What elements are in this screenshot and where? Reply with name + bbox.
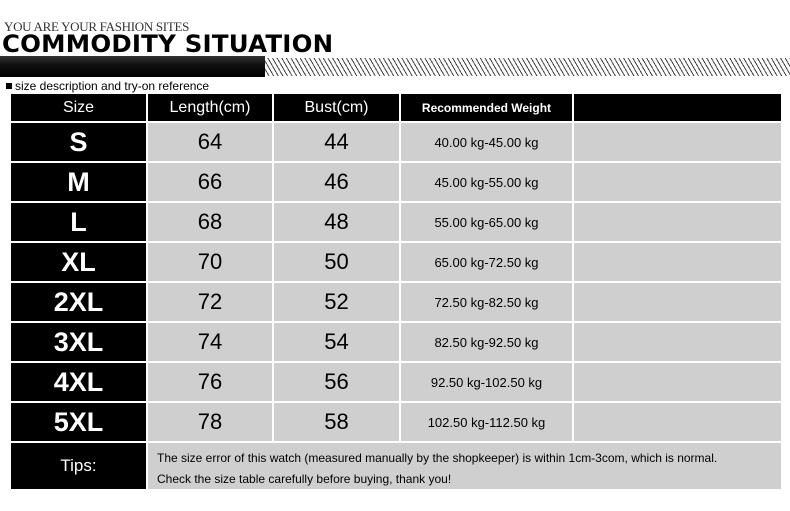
header-weight: Recommended Weight — [401, 94, 572, 121]
size-cell: XL — [11, 243, 146, 281]
blank-cell — [574, 163, 781, 201]
weight-cell: 102.50 kg-112.50 kg — [401, 403, 572, 441]
blank-cell — [574, 203, 781, 241]
blank-cell — [574, 123, 781, 161]
size-cell: 4XL — [11, 363, 146, 401]
length-cell: 74 — [148, 323, 272, 361]
blank-cell — [574, 243, 781, 281]
weight-cell: 65.00 kg-72.50 kg — [401, 243, 572, 281]
weight-cell: 82.50 kg-92.50 kg — [401, 323, 572, 361]
weight-cell: 72.50 kg-82.50 kg — [401, 283, 572, 321]
size-cell: S — [11, 123, 146, 161]
length-cell: 64 — [148, 123, 272, 161]
header-size: Size — [11, 94, 146, 121]
subtitle: size description and try-on reference — [6, 79, 209, 93]
square-bullet-icon — [6, 83, 12, 89]
size-cell: 2XL — [11, 283, 146, 321]
header-blank — [574, 94, 781, 121]
length-cell: 78 — [148, 403, 272, 441]
weight-cell: 92.50 kg-102.50 kg — [401, 363, 572, 401]
tagline: YOU ARE YOUR FASHION SITES — [4, 19, 190, 34]
bust-cell: 46 — [274, 163, 399, 201]
header-length: Length(cm) — [148, 94, 272, 121]
bust-cell: 56 — [274, 363, 399, 401]
decorative-bar — [0, 56, 265, 77]
size-cell: 5XL — [11, 403, 146, 441]
weight-cell: 45.00 kg-55.00 kg — [401, 163, 572, 201]
tips-label: Tips: — [11, 443, 146, 489]
weight-cell: 55.00 kg-65.00 kg — [401, 203, 572, 241]
tips-text: The size error of this watch (measured m… — [148, 443, 781, 489]
size-cell: M — [11, 163, 146, 201]
weight-cell: 40.00 kg-45.00 kg — [401, 123, 572, 161]
tips-line: The size error of this watch (measured m… — [157, 451, 718, 465]
blank-cell — [574, 323, 781, 361]
size-cell: L — [11, 203, 146, 241]
blank-cell — [574, 283, 781, 321]
bust-cell: 58 — [274, 403, 399, 441]
subtitle-text: size description and try-on reference — [15, 79, 210, 93]
length-cell: 72 — [148, 283, 272, 321]
size-cell: 3XL — [11, 323, 146, 361]
blank-cell — [574, 403, 781, 441]
length-cell: 66 — [148, 163, 272, 201]
bust-cell: 44 — [274, 123, 399, 161]
page-title: COMMODITY SITUATION — [2, 30, 334, 58]
bust-cell: 52 — [274, 283, 399, 321]
bust-cell: 48 — [274, 203, 399, 241]
length-cell: 76 — [148, 363, 272, 401]
bust-cell: 50 — [274, 243, 399, 281]
length-cell: 70 — [148, 243, 272, 281]
decorative-hatch — [265, 58, 790, 76]
tips-line: Check the size table carefully before bu… — [157, 472, 452, 486]
bust-cell: 54 — [274, 323, 399, 361]
blank-cell — [574, 363, 781, 401]
header-bust: Bust(cm) — [274, 94, 399, 121]
length-cell: 68 — [148, 203, 272, 241]
